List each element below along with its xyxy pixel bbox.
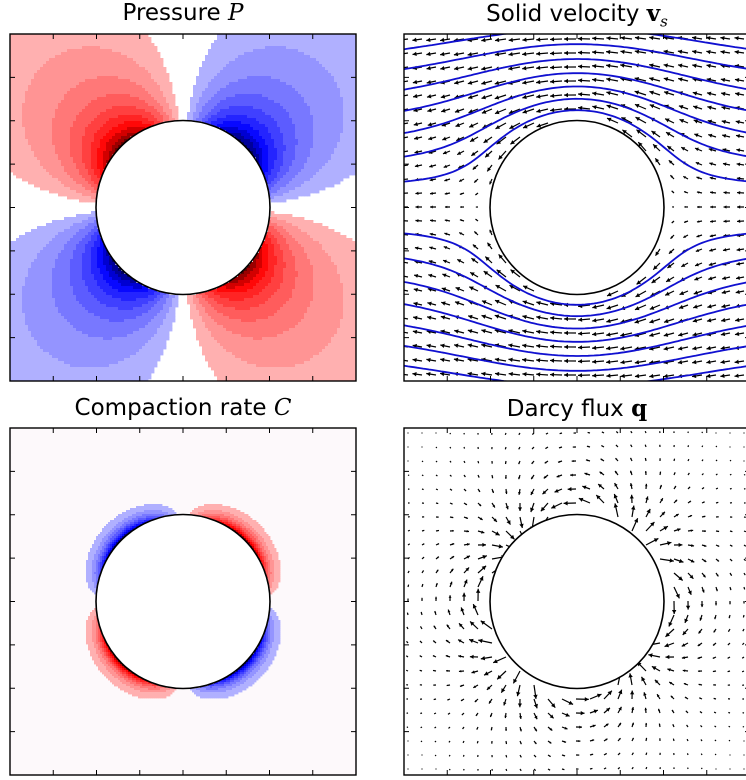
velocity-arrow bbox=[404, 38, 409, 41]
darcy-title-text: Darcy flux bbox=[506, 396, 632, 422]
darcy-arrow bbox=[743, 768, 745, 770]
streamline bbox=[404, 97, 746, 158]
darcy-arrow bbox=[729, 446, 731, 448]
streamline bbox=[404, 257, 746, 318]
velocity-arrow bbox=[404, 66, 409, 69]
pressure-title: Pressure P bbox=[10, 0, 356, 26]
velocity-arrow bbox=[404, 359, 409, 362]
streamline bbox=[404, 324, 746, 357]
darcy-arrow bbox=[421, 754, 423, 756]
solid-velocity-title-text: Solid velocity bbox=[486, 1, 647, 27]
inclusion-circle bbox=[95, 513, 271, 690]
inclusion-circle bbox=[489, 513, 665, 690]
darcy-arrow bbox=[729, 768, 731, 770]
darcy-arrow bbox=[435, 768, 437, 770]
darcy-arrow bbox=[421, 446, 423, 448]
velocity-arrow bbox=[404, 80, 409, 83]
darcy-arrow bbox=[407, 754, 409, 756]
pressure-title-symbol: P bbox=[228, 0, 244, 26]
pressure-title-text: Pressure bbox=[122, 0, 229, 26]
streamline bbox=[404, 280, 746, 330]
compaction-panel bbox=[9, 427, 357, 776]
darcy-arrow bbox=[743, 460, 745, 462]
streamline bbox=[404, 34, 746, 51]
darcy-arrow bbox=[407, 768, 409, 770]
streamline bbox=[404, 344, 746, 372]
solid-velocity-title-symbol: v bbox=[646, 0, 661, 27]
streamline bbox=[404, 85, 746, 135]
darcy-arrow bbox=[743, 432, 745, 434]
solid-velocity-title: Solid velocity vs bbox=[404, 0, 746, 31]
darcy-arrow bbox=[407, 740, 409, 742]
darcy-arrow bbox=[743, 740, 745, 742]
darcy-arrow bbox=[715, 432, 717, 434]
velocity-arrow bbox=[404, 94, 409, 97]
velocity-arrow bbox=[404, 331, 409, 334]
streamline bbox=[404, 232, 746, 306]
velocity-arrow bbox=[404, 52, 409, 55]
compaction-title: Compaction rate C bbox=[10, 395, 356, 421]
darcy-arrow bbox=[435, 432, 437, 434]
darcy-title: Darcy flux q bbox=[404, 395, 746, 422]
streamline bbox=[404, 43, 746, 71]
pressure-panel bbox=[9, 33, 357, 382]
velocity-arrow bbox=[404, 122, 409, 125]
darcy-arrow bbox=[715, 768, 717, 770]
inclusion-circle bbox=[489, 119, 665, 296]
darcy-arrow bbox=[743, 446, 745, 448]
velocity-arrow bbox=[404, 373, 409, 376]
darcy-arrow bbox=[729, 432, 731, 434]
solid-velocity-panel bbox=[402, 13, 746, 402]
darcy-arrow bbox=[729, 754, 731, 756]
solid-velocity-title-subscript: s bbox=[660, 12, 668, 31]
velocity-arrow bbox=[404, 289, 409, 292]
velocity-arrow bbox=[404, 108, 409, 111]
streamline bbox=[404, 109, 746, 183]
darcy-panel bbox=[403, 427, 746, 776]
pressure-contours bbox=[10, 34, 356, 381]
streamline bbox=[402, 13, 746, 30]
compaction-title-symbol: C bbox=[273, 395, 292, 421]
velocity-arrow bbox=[404, 317, 409, 320]
darcy-arrow bbox=[421, 768, 423, 770]
compaction-title-text: Compaction rate bbox=[74, 395, 274, 421]
darcy-arrow bbox=[421, 432, 423, 434]
streamline bbox=[404, 303, 746, 343]
streamline bbox=[404, 72, 746, 112]
solid-velocity-field bbox=[402, 13, 746, 402]
darcy-arrow bbox=[407, 460, 409, 462]
streamline bbox=[404, 364, 746, 381]
inclusion-circle bbox=[95, 119, 271, 296]
darcy-arrow bbox=[407, 432, 409, 434]
darcy-arrow bbox=[407, 446, 409, 448]
streamline bbox=[402, 385, 746, 402]
streamline bbox=[404, 58, 746, 91]
darcy-title-symbol: q bbox=[631, 395, 648, 422]
darcy-arrow bbox=[743, 754, 745, 756]
